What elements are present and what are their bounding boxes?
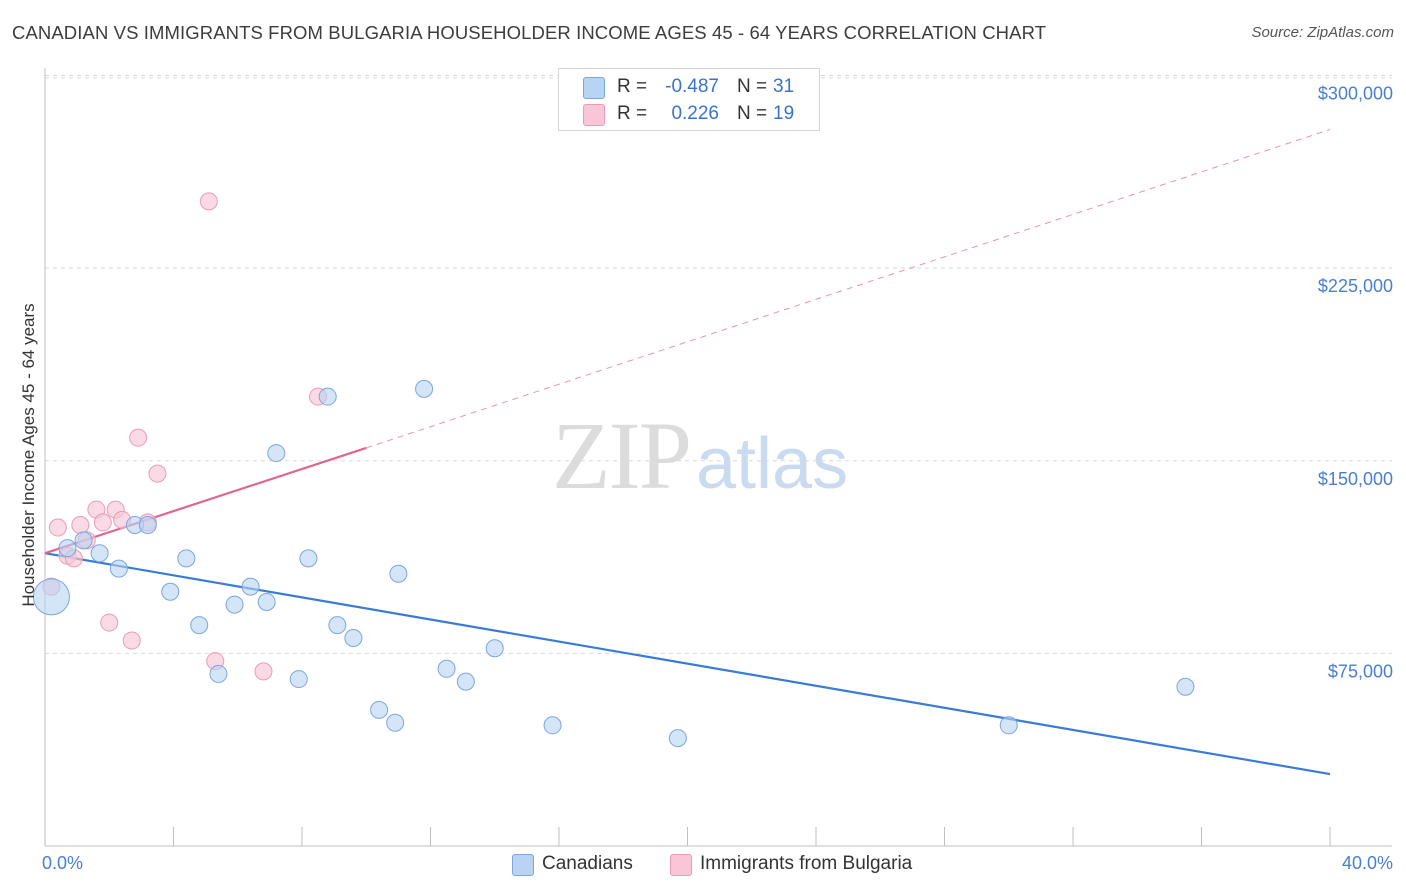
point-canadians bbox=[289, 670, 308, 689]
trend-lines bbox=[44, 129, 1331, 776]
point-canadians bbox=[225, 595, 244, 614]
y-tick-label: $75,000 bbox=[1328, 661, 1393, 681]
point-canadians bbox=[267, 444, 286, 463]
point-canadians bbox=[668, 729, 687, 748]
point-canadians bbox=[257, 593, 276, 612]
y-tick-label: $150,000 bbox=[1318, 469, 1393, 489]
trend-extension-bulgaria bbox=[366, 129, 1331, 449]
x-tick-label: 0.0% bbox=[42, 853, 83, 873]
axes bbox=[44, 68, 1392, 847]
point-bulgaria bbox=[93, 513, 112, 532]
point-canadians bbox=[485, 639, 504, 658]
point-canadians bbox=[74, 531, 93, 550]
point-canadians bbox=[344, 628, 363, 647]
point-canadians bbox=[1176, 677, 1195, 696]
point-canadians bbox=[318, 387, 337, 406]
grid-lines bbox=[45, 75, 1392, 654]
watermark-zip: ZIP bbox=[552, 402, 692, 509]
point-canadians bbox=[328, 616, 347, 635]
trend-line-bulgaria bbox=[44, 446, 367, 555]
bottom-legend-swatch-bulgaria bbox=[670, 854, 692, 876]
point-canadians bbox=[999, 716, 1018, 735]
trend-line-canadians bbox=[44, 552, 1331, 776]
legend-n-value: 19 bbox=[773, 103, 795, 124]
point-canadians bbox=[241, 577, 260, 596]
point-bulgaria bbox=[122, 631, 141, 650]
point-canadians bbox=[299, 549, 318, 568]
point-canadians bbox=[32, 578, 70, 616]
point-canadians bbox=[386, 713, 405, 732]
point-canadians bbox=[161, 582, 180, 601]
y-tick-label: $225,000 bbox=[1318, 276, 1393, 296]
legend-r-label: R = bbox=[617, 76, 648, 97]
data-points bbox=[32, 192, 1195, 748]
point-bulgaria bbox=[100, 613, 119, 632]
point-canadians bbox=[109, 559, 128, 578]
chart-title: CANADIAN VS IMMIGRANTS FROM BULGARIA HOU… bbox=[12, 22, 1047, 43]
point-bulgaria bbox=[199, 192, 218, 211]
y-tick-label: $300,000 bbox=[1318, 84, 1393, 104]
bottom-legend-label-canadians: Canadians bbox=[542, 853, 633, 874]
legend-n-label: N = bbox=[737, 103, 768, 124]
point-canadians bbox=[456, 672, 475, 691]
point-canadians bbox=[90, 544, 109, 563]
point-canadians bbox=[370, 700, 389, 719]
x-tick-label: 40.0% bbox=[1342, 853, 1393, 873]
watermark: ZIPatlas bbox=[552, 400, 848, 511]
point-bulgaria bbox=[129, 428, 148, 447]
point-bulgaria bbox=[254, 662, 273, 681]
point-bulgaria bbox=[148, 464, 167, 483]
tick-labels: $75,000 $150,000 $225,000 $300,000 0.0% 40.0%… bbox=[19, 84, 1393, 873]
point-canadians bbox=[389, 564, 408, 583]
watermark-atlas: atlas bbox=[696, 424, 849, 504]
point-canadians bbox=[190, 616, 209, 635]
bottom-legend-swatch-canadians bbox=[512, 854, 534, 876]
point-bulgaria bbox=[48, 518, 67, 537]
point-canadians bbox=[209, 664, 228, 683]
y-axis-title: Householder Income Ages 45 - 64 years bbox=[19, 303, 38, 606]
point-canadians bbox=[138, 515, 157, 534]
legend-r-label: R = bbox=[617, 103, 648, 124]
legend-n-value: 31 bbox=[773, 76, 795, 97]
legend-r-value: -0.487 bbox=[665, 76, 719, 97]
point-canadians bbox=[58, 539, 77, 558]
point-bulgaria bbox=[71, 515, 90, 534]
legend-swatch-canadians bbox=[583, 77, 605, 99]
point-canadians bbox=[437, 659, 456, 678]
correlation-legend: R = -0.487 N = 31 R = 0.226 N = 19 bbox=[558, 68, 820, 131]
point-canadians bbox=[543, 716, 562, 735]
legend-r-value: 0.226 bbox=[671, 103, 719, 124]
legend-swatch-bulgaria bbox=[583, 104, 605, 126]
legend-n-label: N = bbox=[737, 76, 768, 97]
point-canadians bbox=[177, 549, 196, 568]
point-canadians bbox=[415, 379, 434, 398]
source-label: Source: ZipAtlas.com bbox=[1251, 24, 1394, 41]
bottom-legend-label-bulgaria: Immigrants from Bulgaria bbox=[700, 853, 913, 874]
